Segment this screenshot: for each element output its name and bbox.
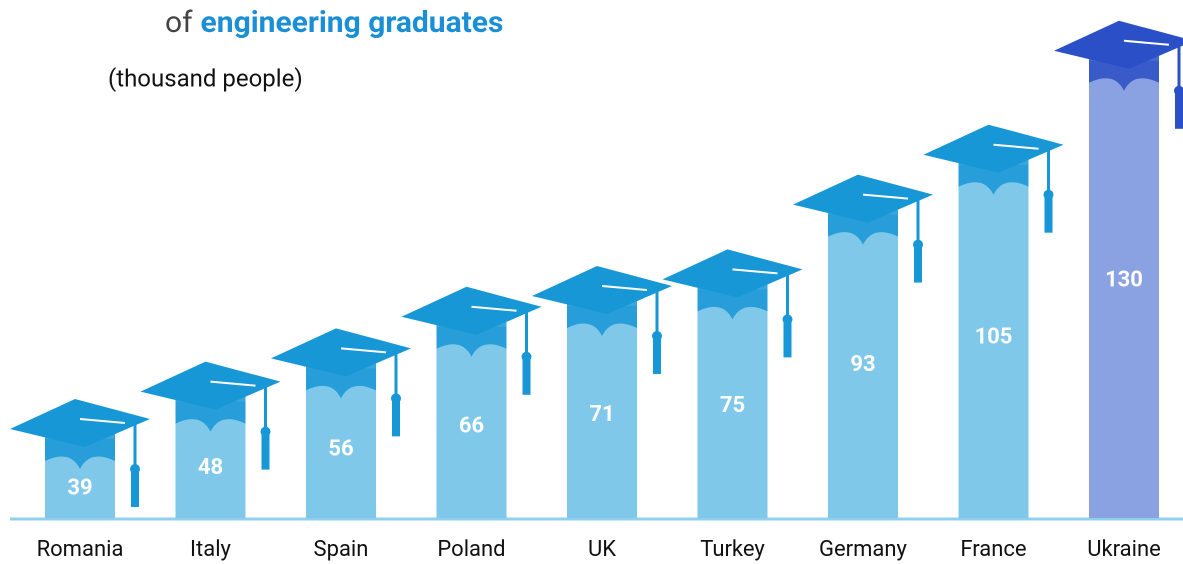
x-tick-label: Romania [37,537,124,562]
tassel [914,244,922,283]
x-tick-label: Germany [819,537,908,562]
x-tick-label: France [960,537,1026,562]
cap-shine [210,380,256,387]
cap-board [10,399,150,448]
cap-board [271,328,411,377]
cap-shine [732,268,778,275]
cap-board [532,266,672,315]
tassel [1175,90,1183,129]
cap-board [793,174,933,223]
x-tick-label: Ukraine [1087,537,1161,562]
tassel [1044,194,1053,233]
cap-board [662,249,803,298]
title-highlight: engineering graduates [201,5,504,40]
cap-board [923,124,1064,173]
cap-board [1054,20,1183,69]
value-label: 71 [589,402,614,427]
bar [436,326,507,518]
cap-board [401,286,542,335]
cap-shine [1123,39,1170,46]
cap-shine [471,305,517,312]
cap-shine [993,143,1039,150]
value-label: 105 [975,324,1013,349]
x-tick-label: Italy [190,537,231,562]
value-label: 75 [720,393,745,418]
title-prefix: of [165,5,193,40]
subtitle: (thousand people) [108,64,303,92]
bar [697,289,768,518]
tassel [392,398,400,437]
tassel [261,431,270,470]
bar [1089,60,1159,519]
x-tick-label: Poland [437,537,505,562]
cap-shine [862,193,909,200]
tassel [783,319,792,358]
tassel [653,336,661,375]
cap-shine [601,285,648,292]
tassel [131,469,139,508]
value-label: 93 [850,352,875,377]
value-label: 39 [67,475,92,500]
x-tick-label: UK [588,537,616,562]
value-label: 48 [198,455,223,480]
bar [567,306,637,518]
x-tick-label: Turkey [700,537,765,562]
tassel [522,356,531,395]
bar [958,164,1029,518]
chart-title: of engineering graduates [165,5,503,40]
bar [828,214,898,518]
value-label: 66 [459,414,484,439]
value-label: 56 [328,437,353,462]
cap-shine [340,347,387,354]
x-tick-label: Spain [314,537,369,562]
value-label: 130 [1105,267,1143,292]
cap-shine [79,418,126,425]
cap-board [140,361,281,410]
